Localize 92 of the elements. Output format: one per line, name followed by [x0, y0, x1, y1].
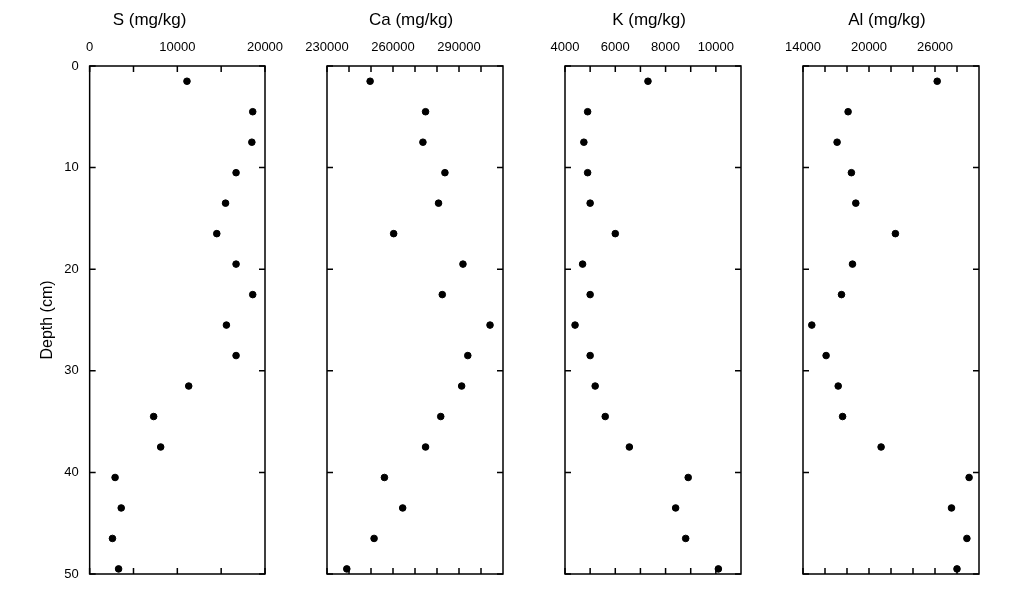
point [421, 443, 430, 451]
point [834, 382, 842, 390]
point [591, 382, 599, 390]
y-tick-label: 30 [64, 362, 79, 378]
point [601, 412, 610, 421]
point [421, 107, 430, 116]
point [108, 534, 117, 543]
point [457, 382, 466, 390]
point [232, 168, 240, 177]
point [963, 534, 971, 543]
x-tick-label: 14000 [784, 38, 822, 54]
point [389, 229, 398, 238]
point [877, 443, 885, 451]
point [586, 290, 594, 299]
x-tick-label: 20000 [850, 38, 888, 54]
x-tick-label: 0 [86, 38, 94, 54]
point [580, 138, 588, 146]
point [366, 77, 374, 86]
point [891, 229, 900, 238]
point [808, 321, 816, 329]
x-tick-label: 10000 [159, 38, 196, 54]
point [583, 168, 592, 177]
y-tick-label: 40 [64, 463, 79, 479]
point [586, 351, 594, 360]
y-axis-title: Depth (cm) [38, 280, 56, 360]
point [183, 77, 191, 86]
point [933, 77, 941, 86]
point [380, 473, 389, 482]
point [838, 412, 847, 421]
point [852, 199, 860, 207]
x-tick-label: 290000 [437, 38, 481, 54]
point [625, 443, 634, 451]
x-tick-label: 6000 [600, 38, 630, 54]
point [343, 565, 351, 573]
point [459, 260, 467, 268]
point [232, 260, 240, 268]
x-tick-label: 4000 [550, 38, 580, 54]
point [847, 168, 856, 177]
point [111, 473, 119, 482]
point [149, 412, 158, 421]
point [848, 260, 857, 268]
point [644, 77, 652, 86]
point [822, 351, 830, 360]
x-tick-label: 10000 [697, 38, 734, 54]
chart-title: S (mg/kg) [112, 9, 187, 29]
point [578, 260, 587, 268]
point [248, 138, 256, 146]
y-tick-label: 20 [64, 260, 79, 276]
point [184, 382, 193, 390]
point [464, 351, 472, 360]
x-tick-label: 8000 [651, 38, 681, 54]
y-tick-label: 50 [64, 565, 79, 581]
point [370, 534, 378, 543]
point [114, 565, 123, 573]
point [398, 504, 407, 512]
point [681, 534, 690, 543]
x-tick-label: 260000 [371, 38, 415, 54]
point [947, 504, 956, 512]
chart-title: Al (mg/kg) [848, 9, 926, 29]
point [156, 443, 165, 451]
point [571, 321, 579, 329]
x-tick-label: 20000 [246, 38, 284, 54]
point [434, 199, 443, 207]
point [212, 229, 221, 238]
point [438, 290, 447, 299]
point [684, 473, 692, 482]
point [833, 138, 841, 146]
point [837, 290, 846, 299]
point [486, 321, 494, 329]
point [844, 107, 852, 116]
x-tick-label: 230000 [305, 38, 349, 54]
point [586, 199, 594, 207]
y-tick-label: 0 [71, 57, 79, 73]
point [248, 107, 257, 116]
x-tick-label: 26000 [916, 38, 954, 54]
point [221, 199, 230, 207]
point [714, 565, 723, 573]
point [248, 290, 257, 299]
point [583, 107, 592, 116]
chart-title: Ca (mg/kg) [368, 9, 454, 29]
point [965, 473, 973, 482]
point [117, 504, 126, 512]
point [441, 168, 449, 177]
point [419, 138, 427, 146]
chart-title: K (mg/kg) [612, 9, 686, 29]
point [671, 504, 680, 512]
point [232, 351, 240, 360]
point [222, 321, 231, 329]
point [953, 565, 961, 573]
point [436, 412, 445, 421]
point [611, 229, 620, 238]
y-tick-label: 10 [64, 159, 79, 175]
